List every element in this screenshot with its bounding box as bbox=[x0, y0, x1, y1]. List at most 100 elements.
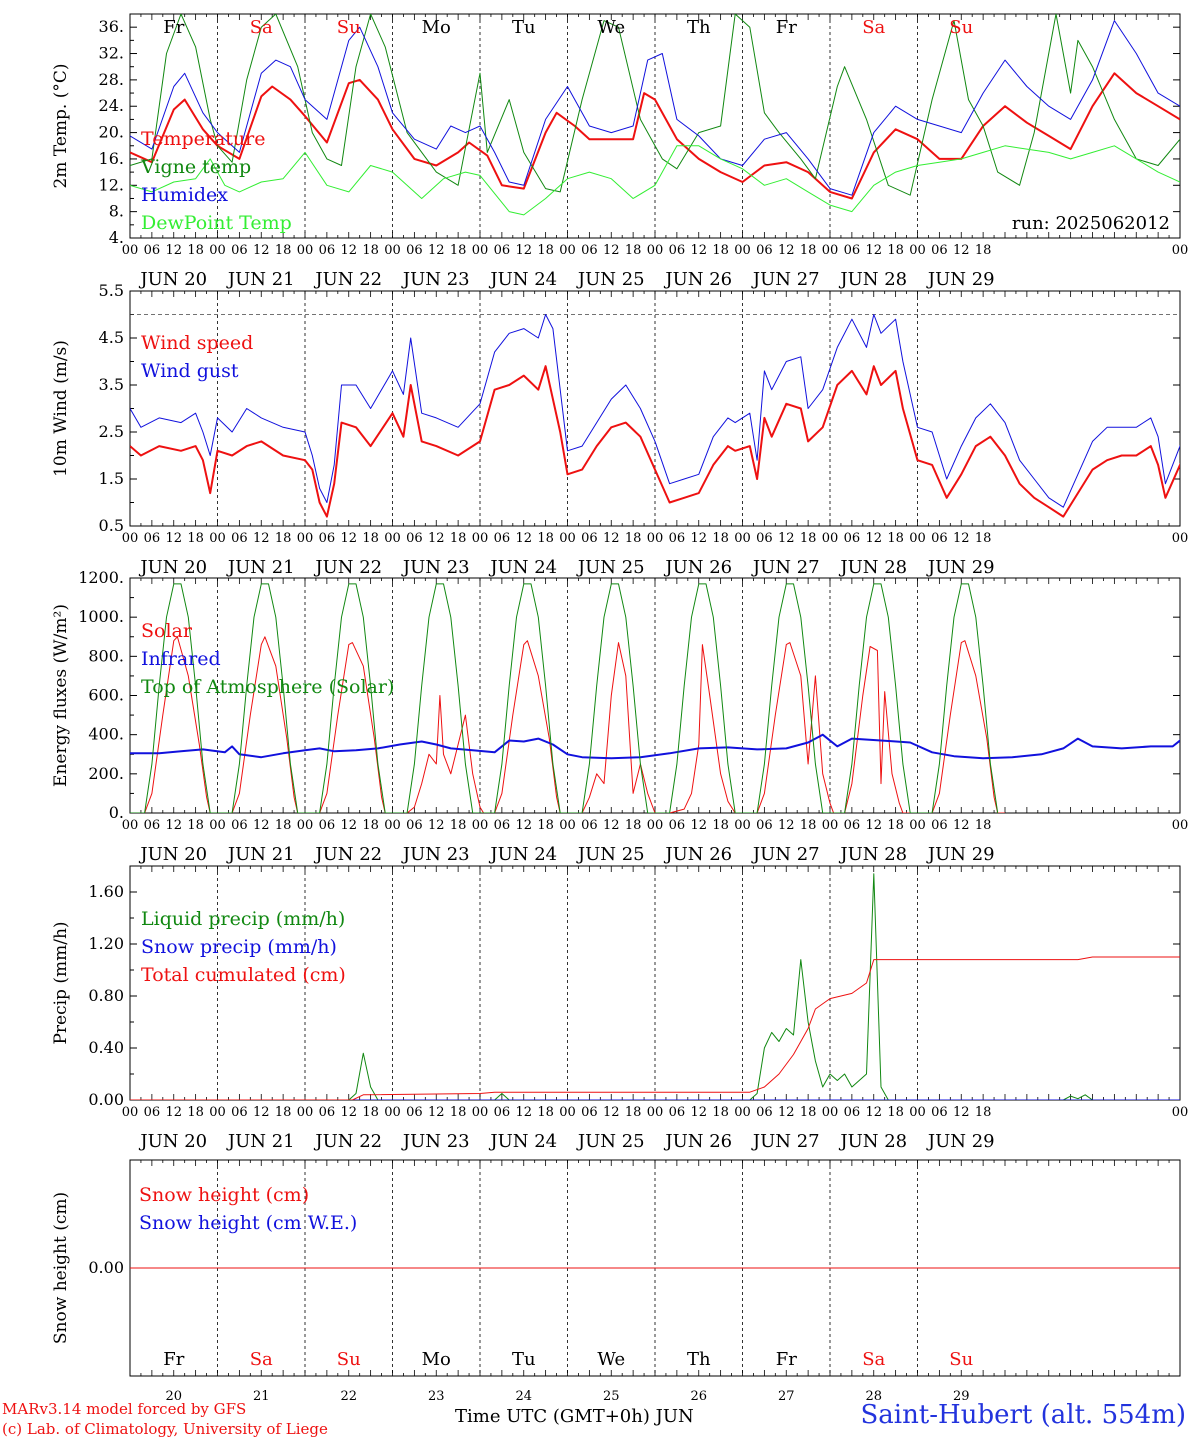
hour-tick-label: 06 bbox=[319, 1105, 336, 1120]
weekday-label: Tu bbox=[512, 17, 536, 38]
hour-tick-label: 06 bbox=[931, 818, 948, 833]
hour-tick-label: 06 bbox=[144, 818, 161, 833]
hour-tick-label: 00 bbox=[822, 818, 839, 833]
hour-tick-label: 18 bbox=[275, 1105, 292, 1120]
y-axis-title: 10m Wind (m/s) bbox=[51, 340, 71, 477]
hour-tick-label: 00 bbox=[297, 531, 314, 546]
lab-credit: (c) Lab. of Climatology, University of L… bbox=[2, 1420, 328, 1438]
hour-tick-label: 00 bbox=[472, 243, 489, 258]
hour-tick-label: 18 bbox=[887, 243, 904, 258]
legend-entry: Humidex bbox=[141, 184, 228, 206]
day-number-label: 29 bbox=[953, 1389, 970, 1404]
hour-tick-label: 18 bbox=[450, 1105, 467, 1120]
y-axis-title: Energy fluxes (W/m²) bbox=[51, 604, 71, 787]
hour-tick-label: 00 bbox=[209, 243, 226, 258]
legend-entry: DewPoint Temp bbox=[141, 212, 292, 234]
hour-tick-label: 00 bbox=[1172, 243, 1189, 258]
hour-tick-label: 12 bbox=[253, 243, 270, 258]
date-label: JUN 21 bbox=[226, 557, 295, 578]
hour-tick-label: 06 bbox=[669, 531, 686, 546]
hour-tick-label: 00 bbox=[297, 1105, 314, 1120]
hour-tick-label: 06 bbox=[144, 1105, 161, 1120]
hour-tick-label: 06 bbox=[494, 1105, 511, 1120]
y-tick-label: 28. bbox=[99, 70, 124, 89]
hour-tick-label: 12 bbox=[603, 1105, 620, 1120]
y-tick-label: 0.80 bbox=[88, 986, 124, 1005]
series-line-top-of-atmosphere-solar- bbox=[130, 583, 999, 813]
date-label: JUN 28 bbox=[838, 269, 907, 290]
hour-tick-label: 00 bbox=[384, 818, 401, 833]
legend-entry: Temperature bbox=[141, 128, 265, 150]
date-label: JUN 27 bbox=[751, 844, 820, 865]
hour-tick-label: 00 bbox=[822, 1105, 839, 1120]
weekday-label: Fr bbox=[163, 17, 184, 38]
legend-entry: Wind gust bbox=[141, 360, 239, 382]
hour-tick-label: 12 bbox=[603, 243, 620, 258]
hour-tick-label: 12 bbox=[690, 818, 707, 833]
hour-tick-label: 18 bbox=[712, 1105, 729, 1120]
y-tick-label: 20. bbox=[99, 123, 124, 142]
legend-entry: Vigne temp bbox=[140, 156, 251, 178]
series-line-solar bbox=[130, 636, 1005, 813]
date-label: JUN 20 bbox=[138, 1131, 207, 1152]
hour-tick-label: 00 bbox=[822, 243, 839, 258]
date-label: JUN 29 bbox=[926, 844, 995, 865]
day-number-label: 27 bbox=[778, 1389, 795, 1404]
weekday-label: Su bbox=[949, 1349, 973, 1370]
day-number-label: 24 bbox=[515, 1389, 532, 1404]
legend-entry: Top of Atmosphere (Solar) bbox=[141, 676, 394, 698]
weekday-label: Fr bbox=[163, 1349, 184, 1370]
series-line-dewpoint-temp bbox=[130, 145, 1180, 216]
y-tick-label: 1200. bbox=[78, 568, 124, 587]
date-label: JUN 28 bbox=[838, 557, 907, 578]
hour-tick-label: 12 bbox=[428, 243, 445, 258]
legend-entry: Total cumulated (cm) bbox=[141, 964, 346, 986]
hour-tick-label: 12 bbox=[253, 818, 270, 833]
hour-tick-label: 12 bbox=[778, 818, 795, 833]
date-label: JUN 22 bbox=[313, 269, 382, 290]
hour-tick-label: 12 bbox=[603, 531, 620, 546]
hour-tick-label: 00 bbox=[1172, 1105, 1189, 1120]
y-tick-label: 400. bbox=[88, 725, 124, 744]
time-axis-label: Time UTC (GMT+0h) JUN bbox=[455, 1406, 694, 1427]
series-line-humidex bbox=[130, 20, 1180, 196]
weekday-label: Fr bbox=[776, 17, 797, 38]
hour-tick-label: 06 bbox=[931, 1105, 948, 1120]
hour-tick-label: 12 bbox=[515, 1105, 532, 1120]
hour-tick-label: 00 bbox=[297, 818, 314, 833]
hour-tick-label: 06 bbox=[844, 531, 861, 546]
hour-tick-label: 00 bbox=[822, 531, 839, 546]
y-tick-label: 1000. bbox=[78, 607, 124, 626]
day-number-label: 28 bbox=[865, 1389, 882, 1404]
hour-tick-label: 00 bbox=[647, 243, 664, 258]
y-tick-label: 800. bbox=[88, 646, 124, 665]
hour-tick-label: 00 bbox=[559, 531, 576, 546]
hour-tick-label: 12 bbox=[953, 531, 970, 546]
date-label: JUN 27 bbox=[751, 1131, 820, 1152]
hour-tick-label: 06 bbox=[669, 818, 686, 833]
hour-tick-label: 06 bbox=[406, 1105, 423, 1120]
hour-tick-label: 12 bbox=[253, 1105, 270, 1120]
date-label: JUN 22 bbox=[313, 557, 382, 578]
y-axis-title: Precip (mm/h) bbox=[51, 921, 71, 1044]
legend-entry: Snow height (cm) bbox=[139, 1184, 309, 1206]
date-label: JUN 22 bbox=[313, 844, 382, 865]
hour-tick-label: 12 bbox=[953, 818, 970, 833]
legend-entry: Wind speed bbox=[141, 332, 253, 354]
weekday-label: Sa bbox=[862, 17, 885, 38]
legend-entry: Snow precip (mm/h) bbox=[141, 936, 337, 958]
panel-4: 0.00 0.40 0.80 1.20 1.60 Precip (mm/h) Liquid … bbox=[51, 865, 1189, 1152]
date-label: JUN 26 bbox=[663, 844, 732, 865]
hour-tick-label: 12 bbox=[778, 531, 795, 546]
hour-tick-label: 18 bbox=[625, 1105, 642, 1120]
hour-tick-label: 06 bbox=[494, 531, 511, 546]
hour-tick-label: 12 bbox=[953, 1105, 970, 1120]
y-tick-label: 0. bbox=[109, 803, 124, 822]
hour-tick-label: 12 bbox=[515, 818, 532, 833]
hour-tick-label: 00 bbox=[734, 818, 751, 833]
hour-tick-label: 00 bbox=[909, 243, 926, 258]
hour-tick-label: 12 bbox=[865, 243, 882, 258]
hour-tick-label: 06 bbox=[844, 243, 861, 258]
day-number-label: 23 bbox=[428, 1389, 445, 1404]
hour-tick-label: 06 bbox=[581, 531, 598, 546]
